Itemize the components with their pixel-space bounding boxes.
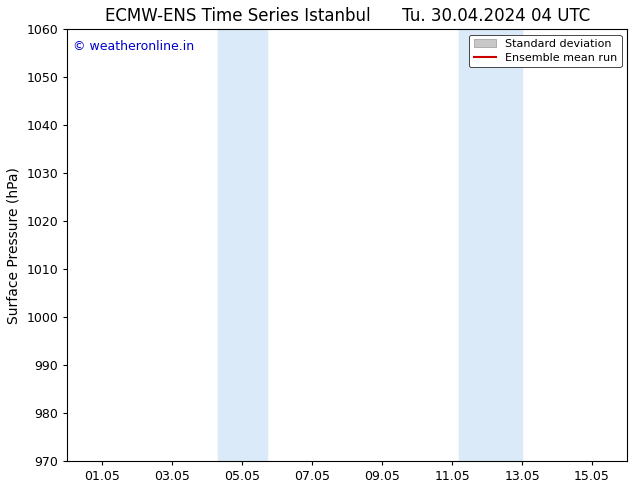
- Bar: [218, 29, 267, 461]
- Title: ECMW-ENS Time Series Istanbul      Tu. 30.04.2024 04 UTC: ECMW-ENS Time Series Istanbul Tu. 30.04.…: [105, 7, 590, 25]
- Legend: Standard deviation, Ensemble mean run: Standard deviation, Ensemble mean run: [469, 35, 621, 67]
- Text: © weatheronline.in: © weatheronline.in: [73, 40, 194, 53]
- Y-axis label: Surface Pressure (hPa): Surface Pressure (hPa): [7, 167, 21, 323]
- Bar: [459, 29, 522, 461]
